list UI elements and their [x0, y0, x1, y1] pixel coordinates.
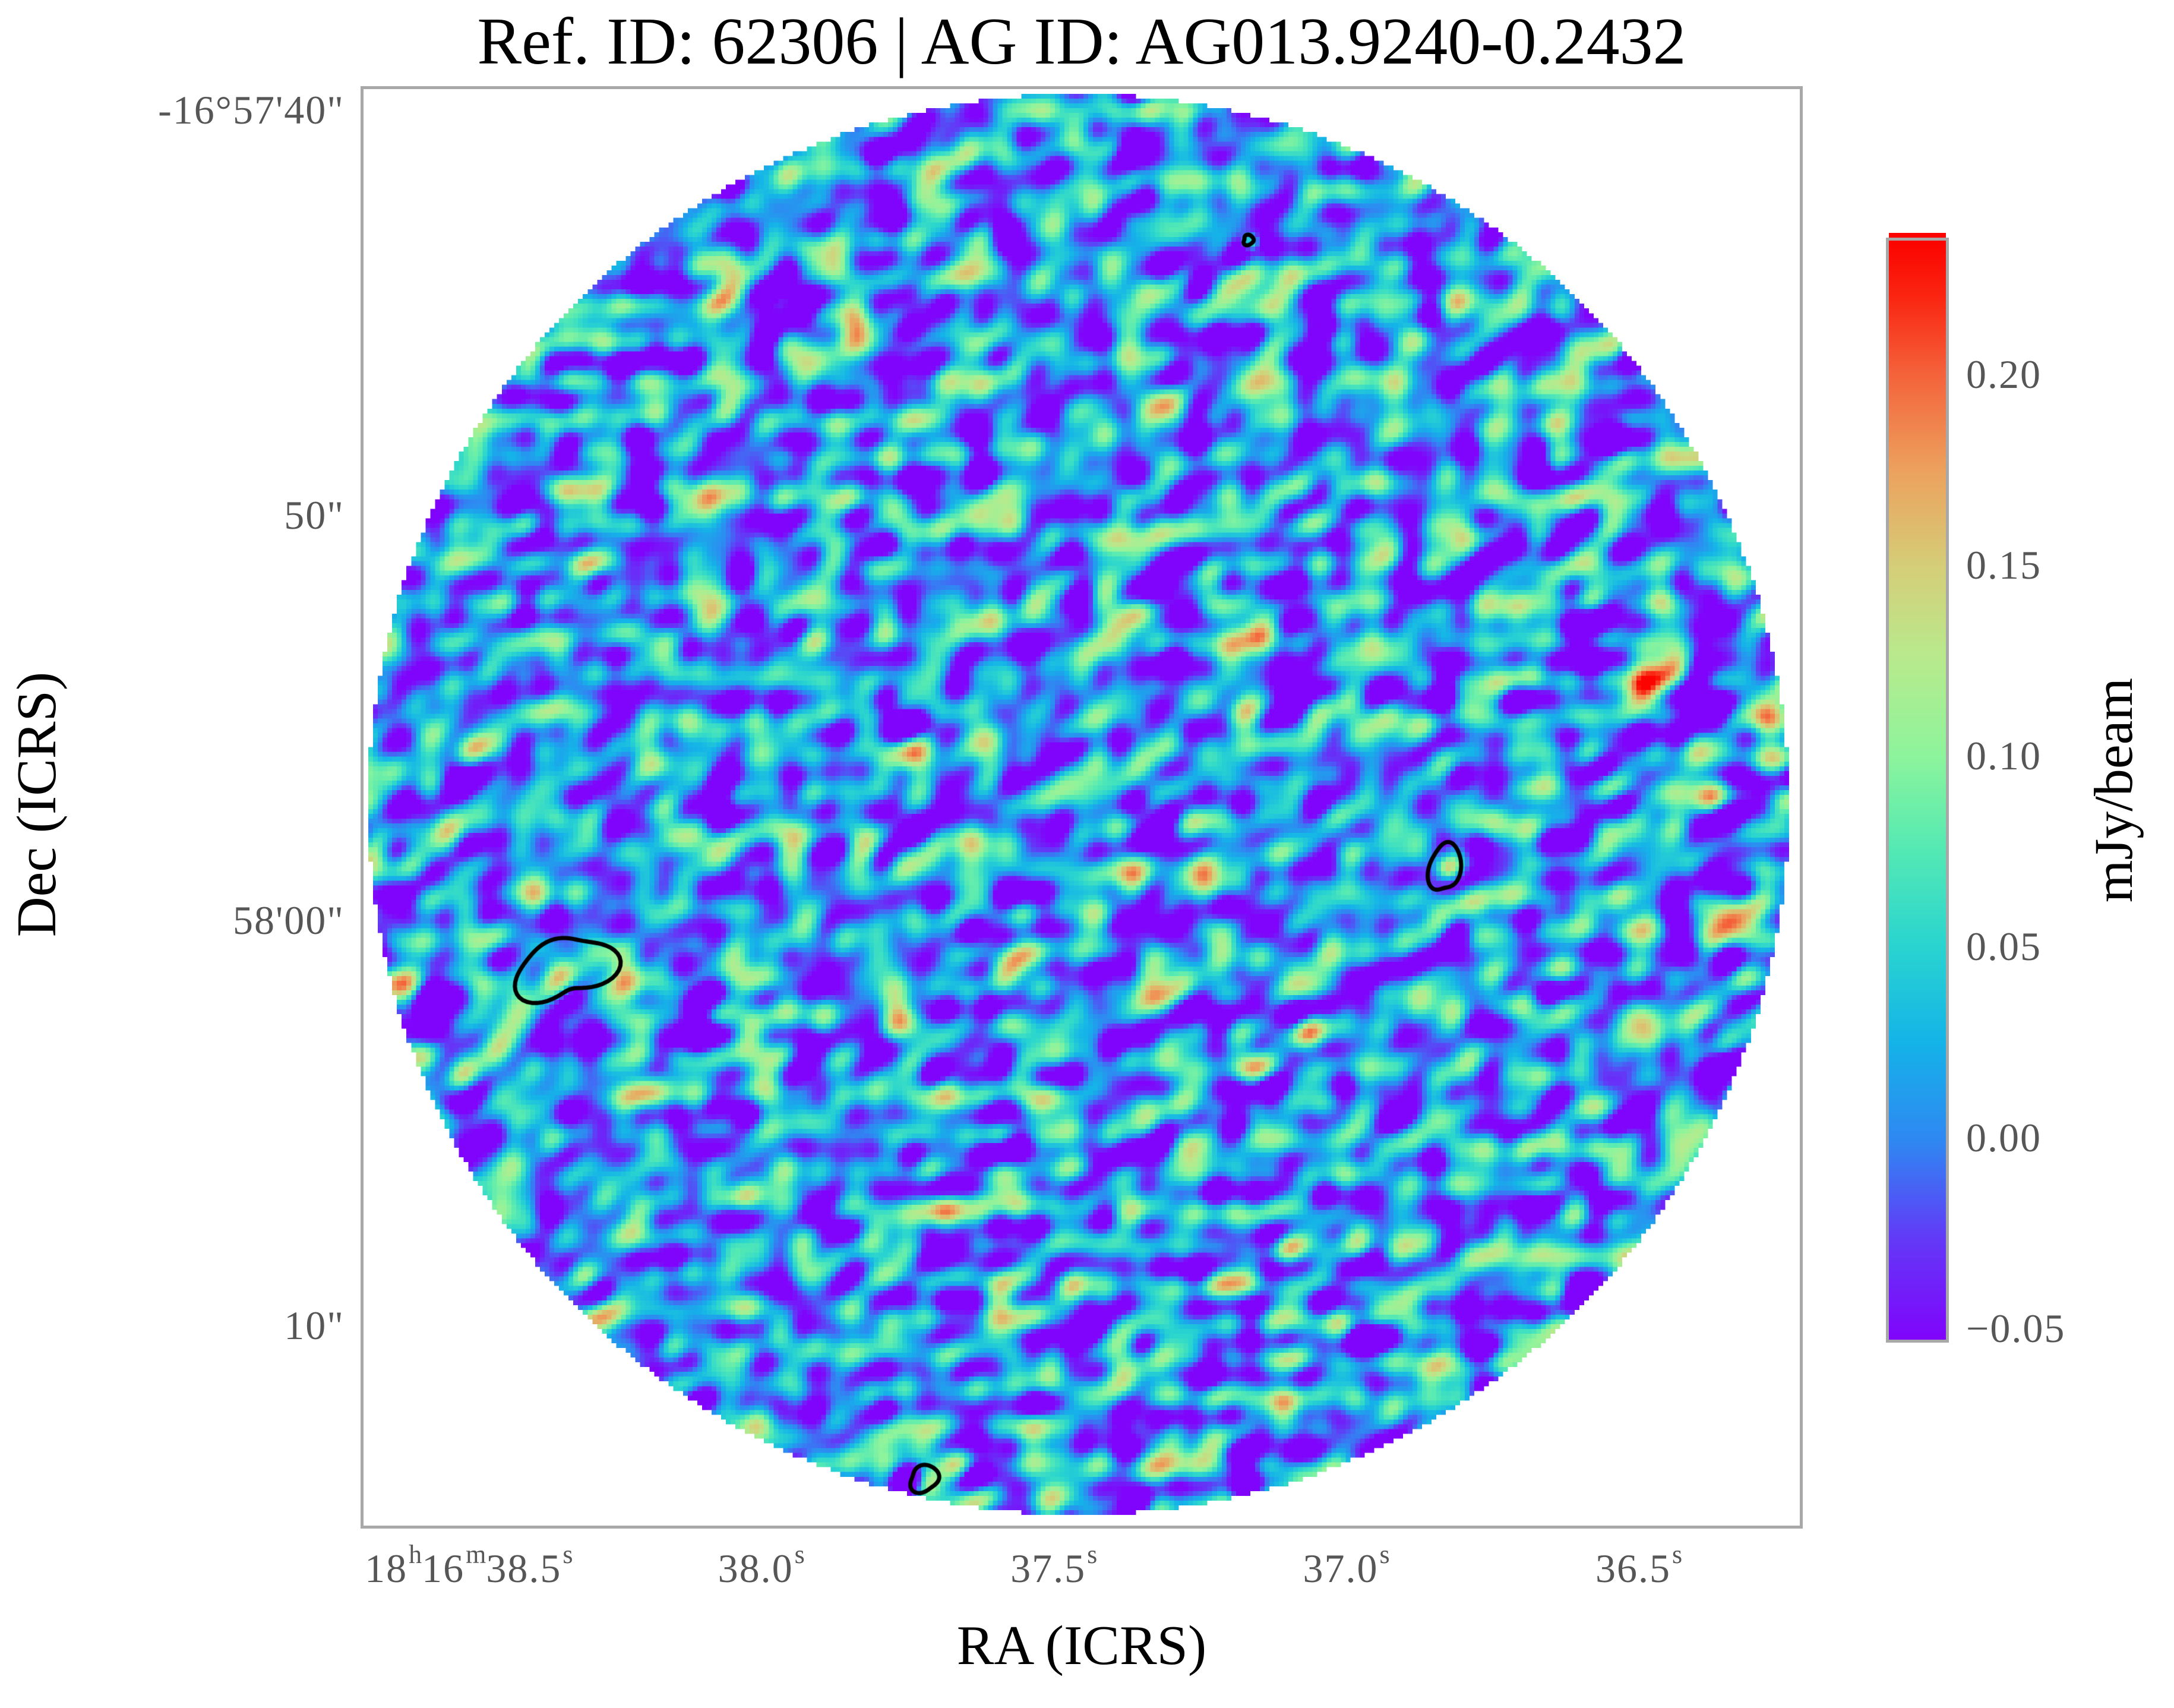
x-tick-label: 18h16m38.5s [365, 1542, 573, 1591]
x-tick-label: 37.5s [1010, 1542, 1097, 1591]
x-tick-unit-superscript: h [409, 1540, 422, 1569]
x-tick-label: 37.0s [1303, 1542, 1390, 1591]
x-tick-unit-superscript: s [794, 1540, 805, 1569]
x-tick-value: 37.5 [1010, 1546, 1086, 1591]
colorbar-tick-label: 0.00 [1966, 1115, 2042, 1160]
colorbar-tick-label: 0.20 [1966, 351, 2042, 397]
y-tick-label: 10" [284, 1303, 345, 1349]
x-tick-value: 36.5 [1595, 1546, 1671, 1591]
contour-overlay [364, 89, 1794, 1520]
y-tick-label: -16°57'40" [158, 87, 345, 132]
colorbar-tick-label: 0.05 [1966, 924, 2042, 970]
colorbar-top-cap [1889, 233, 1946, 238]
colorbar-title: mJy/beam [2083, 677, 2144, 903]
x-tick-label: 36.5s [1595, 1542, 1682, 1591]
colorbar-tick-label: 0.10 [1966, 733, 2042, 779]
y-axis-title: Dec (ICRS) [6, 671, 68, 937]
x-tick-value: 16 [422, 1546, 465, 1591]
colorbar-tick-label: −0.05 [1966, 1305, 2066, 1351]
colorbar-tick-label: 0.15 [1966, 542, 2042, 588]
x-tick-unit-superscript: s [1671, 1540, 1683, 1569]
plot-area [361, 86, 1803, 1529]
x-tick-unit-superscript: s [1087, 1540, 1098, 1569]
chart-title: Ref. ID: 62306 | AG ID: AG013.9240-0.243… [477, 5, 1686, 78]
x-tick-value: 38.0 [718, 1546, 794, 1591]
x-axis-title: RA (ICRS) [956, 1615, 1207, 1677]
y-tick-label: 58'00" [232, 898, 345, 943]
x-tick-label: 38.0s [718, 1542, 805, 1591]
y-tick-label: 50" [284, 492, 345, 538]
x-tick-unit-superscript: m [466, 1540, 486, 1569]
x-tick-unit-superscript: s [563, 1540, 573, 1569]
x-tick-value: 37.0 [1303, 1546, 1379, 1591]
x-tick-value: 38.5 [486, 1546, 562, 1591]
x-tick-unit-superscript: s [1379, 1540, 1390, 1569]
colorbar-gradient [1889, 241, 1946, 1340]
colorbar [1886, 238, 1949, 1343]
x-tick-value: 18 [365, 1546, 408, 1591]
